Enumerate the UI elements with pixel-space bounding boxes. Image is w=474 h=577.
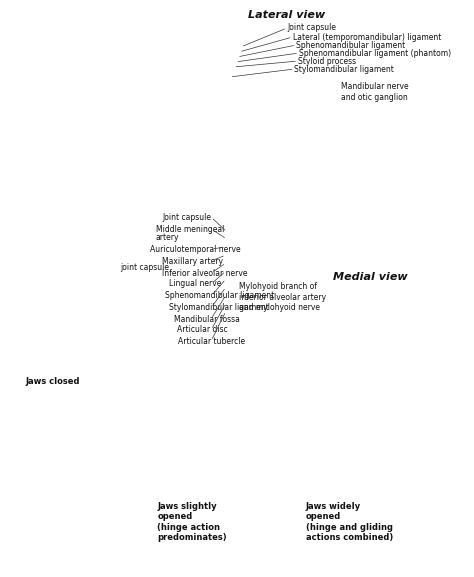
Text: Jaws closed: Jaws closed: [26, 377, 81, 387]
Text: Stylomandibular ligament: Stylomandibular ligament: [169, 304, 269, 313]
Text: Lingual nerve: Lingual nerve: [169, 279, 222, 288]
Text: Inferior alveolar nerve: Inferior alveolar nerve: [162, 268, 247, 278]
Text: Jaws widely
opened
(hinge and gliding
actions combined): Jaws widely opened (hinge and gliding ac…: [306, 502, 393, 542]
Text: Mandibular fossa: Mandibular fossa: [174, 314, 240, 324]
Text: Medial view: Medial view: [333, 272, 408, 282]
Text: Auriculotemporal nerve: Auriculotemporal nerve: [150, 245, 241, 253]
Text: joint capsule: joint capsule: [120, 263, 169, 272]
Text: Stylomandibular ligament: Stylomandibular ligament: [294, 65, 394, 73]
Text: Sphenomandibular ligament: Sphenomandibular ligament: [296, 40, 406, 50]
Text: Styloid process: Styloid process: [298, 57, 356, 66]
Text: Joint capsule: Joint capsule: [162, 212, 211, 222]
Text: Mylohyoid branch of
inferior alveolar artery
and mylohyoid nerve: Mylohyoid branch of inferior alveolar ar…: [239, 282, 326, 312]
Text: Lateral view: Lateral view: [248, 10, 326, 20]
Text: artery: artery: [155, 233, 179, 242]
Text: Sphenomandibular ligament (phantom): Sphenomandibular ligament (phantom): [299, 48, 451, 58]
Text: Maxillary artery: Maxillary artery: [162, 257, 223, 265]
Text: Mandibular nerve
and otic ganglion: Mandibular nerve and otic ganglion: [341, 83, 409, 102]
Text: Joint capsule: Joint capsule: [287, 24, 336, 32]
Text: Sphenomandibular ligament: Sphenomandibular ligament: [165, 291, 274, 301]
Text: Jaws slightly
opened
(hinge action
predominates): Jaws slightly opened (hinge action predo…: [157, 502, 227, 542]
Text: Lateral (temporomandibular) ligament: Lateral (temporomandibular) ligament: [292, 32, 441, 42]
Text: Articular tubercle: Articular tubercle: [178, 336, 245, 346]
Text: Middle meningeal: Middle meningeal: [155, 224, 224, 234]
Text: Articular disc: Articular disc: [177, 325, 228, 335]
